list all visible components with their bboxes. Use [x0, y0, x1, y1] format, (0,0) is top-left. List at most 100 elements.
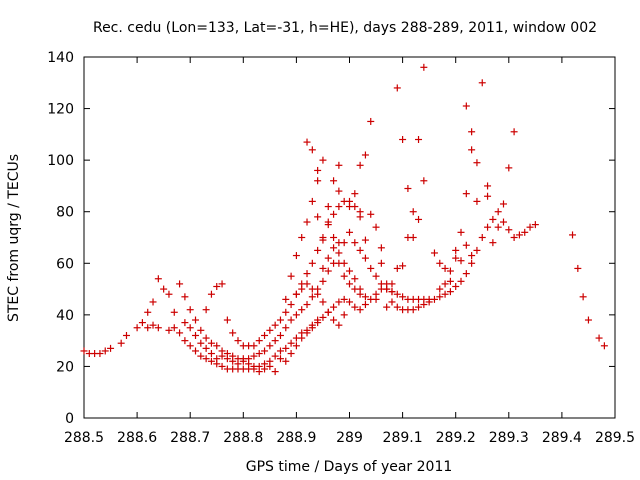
data-point: [308, 197, 316, 205]
data-point: [303, 138, 311, 146]
data-point: [367, 117, 375, 125]
data-point: [446, 277, 454, 285]
data-point: [271, 337, 279, 345]
data-point: [207, 357, 215, 365]
data-point: [319, 264, 327, 272]
data-point: [430, 249, 438, 257]
data-point: [457, 228, 465, 236]
data-point: [138, 319, 146, 327]
y-tick-label: 40: [56, 308, 74, 324]
x-tick-label: 288.6: [117, 430, 157, 446]
data-point: [165, 326, 173, 334]
data-point: [122, 331, 130, 339]
data-point: [462, 190, 470, 198]
data-point: [462, 241, 470, 249]
data-point: [335, 161, 343, 169]
data-point: [399, 136, 407, 144]
data-point: [499, 218, 507, 226]
data-point: [292, 290, 300, 298]
x-tick-label: 289.3: [489, 430, 529, 446]
data-point: [324, 203, 332, 211]
data-point: [303, 280, 311, 288]
data-point: [266, 362, 274, 370]
data-point: [600, 342, 608, 350]
data-point: [399, 262, 407, 270]
data-point: [324, 218, 332, 226]
data-point: [457, 257, 465, 265]
data-point: [282, 295, 290, 303]
y-axis-label: STEC from uqrg / TECUs: [6, 154, 22, 322]
data-point: [101, 347, 109, 355]
data-point: [494, 223, 502, 231]
data-point: [361, 254, 369, 262]
data-point: [207, 339, 215, 347]
data-point: [425, 298, 433, 306]
data-point: [361, 236, 369, 244]
data-point: [420, 63, 428, 71]
data-point: [96, 350, 104, 358]
data-point: [324, 254, 332, 262]
data-point: [298, 285, 306, 293]
data-point: [478, 234, 486, 241]
data-point: [330, 303, 338, 311]
data-point: [367, 210, 375, 218]
data-point: [266, 342, 274, 350]
data-point: [282, 344, 290, 352]
data-point: [473, 159, 481, 167]
x-tick-labels: 288.5 288.6 288.7 288.8 288.9 289 289.1 289.2 28…: [64, 430, 635, 446]
data-point: [420, 301, 428, 309]
y-tick-label: 60: [56, 256, 74, 272]
data-point: [271, 352, 279, 360]
data-point: [409, 306, 417, 314]
data-point: [484, 223, 492, 231]
data-point: [388, 298, 396, 306]
data-point: [292, 342, 300, 350]
data-point: [521, 228, 529, 236]
data-point: [287, 350, 295, 358]
data-point: [346, 203, 353, 211]
data-point: [255, 368, 263, 376]
data-point: [361, 301, 369, 309]
data-point: [292, 252, 300, 260]
data-point: [314, 290, 322, 298]
x-tick-label: 289: [336, 430, 363, 446]
data-point: [399, 293, 407, 301]
data-point: [436, 293, 444, 301]
data-point: [484, 182, 492, 190]
data-point: [420, 177, 428, 185]
data-point: [234, 337, 242, 345]
data-point: [192, 316, 200, 324]
data-point: [223, 316, 231, 324]
data-point: [261, 365, 269, 373]
data-point: [202, 306, 210, 314]
data-point: [473, 197, 481, 205]
data-point: [446, 267, 454, 275]
data-point: [324, 308, 332, 316]
x-tick-label: 288.7: [170, 430, 210, 446]
data-point: [436, 259, 444, 267]
data-point: [468, 252, 476, 260]
data-point: [314, 177, 322, 185]
data-point: [314, 213, 322, 221]
data-points: [80, 63, 608, 376]
data-point: [372, 272, 380, 280]
data-point: [292, 311, 300, 319]
data-point: [526, 223, 534, 231]
data-point: [531, 221, 539, 229]
data-point: [510, 128, 518, 136]
data-point: [404, 234, 412, 241]
data-point: [319, 277, 327, 285]
data-point: [202, 334, 210, 342]
x-tick-label: 289.2: [436, 430, 476, 446]
data-point: [415, 215, 423, 223]
data-point: [176, 280, 184, 288]
data-point: [340, 295, 348, 303]
data-point: [197, 339, 205, 347]
data-point: [287, 316, 295, 324]
data-point: [319, 156, 327, 164]
data-point: [346, 267, 353, 275]
data-point: [165, 290, 173, 298]
data-point: [271, 368, 279, 376]
data-point: [239, 357, 247, 365]
data-point: [356, 213, 364, 221]
